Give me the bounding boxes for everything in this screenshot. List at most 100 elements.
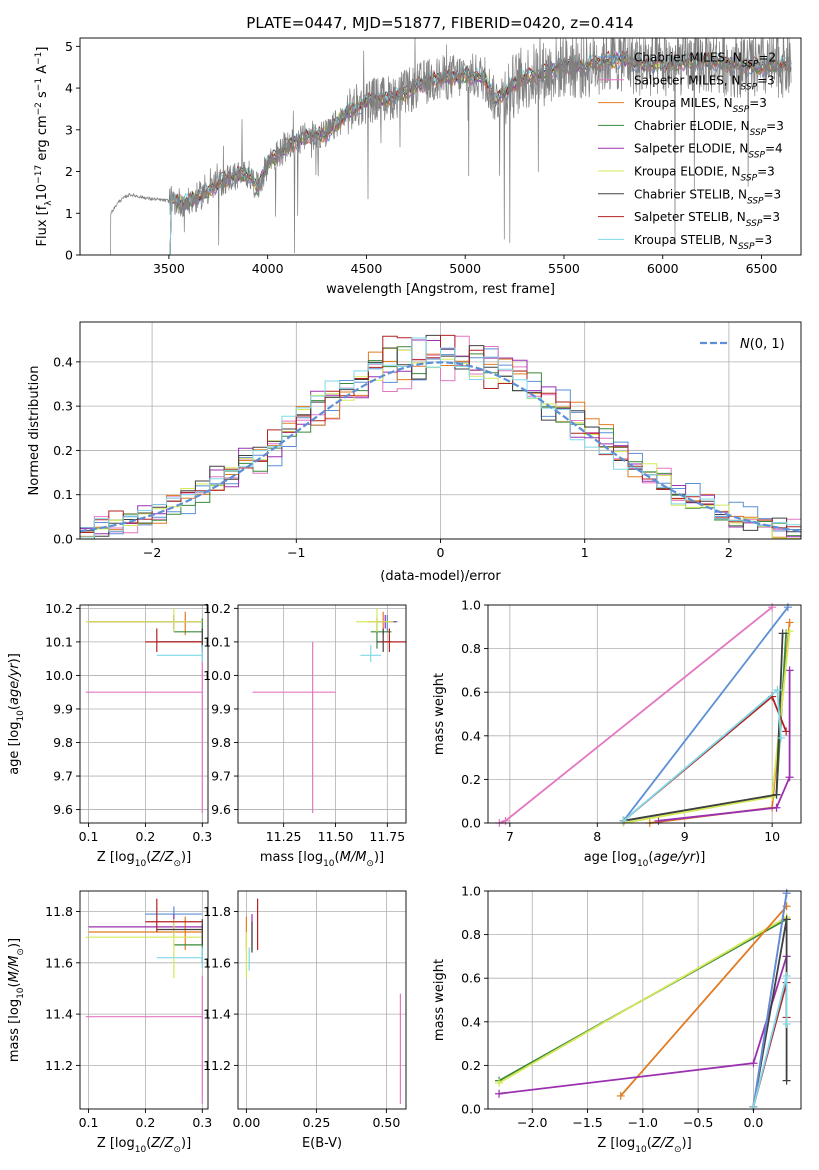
legend-entry: Kroupa MILES, NSSP=3 <box>634 96 767 115</box>
y-tick-label: 0.0 <box>53 532 73 547</box>
y-tick-label: 0.6 <box>461 971 481 986</box>
errorbar-kroupa-elodie <box>85 608 203 632</box>
series-line <box>658 670 791 822</box>
x-tick-label: −1 <box>287 545 305 560</box>
y-tick-label: 1.0 <box>461 598 481 613</box>
legend-entry: Chabrier ELODIE, NSSP=3 <box>634 119 784 138</box>
data-point <box>782 1019 791 1028</box>
series-chabrier-elodie <box>619 629 791 825</box>
y-tick-label: 9.7 <box>211 769 231 784</box>
x-tick-label: −0.5 <box>683 1115 713 1130</box>
errorbar-salpeter-miles <box>85 641 203 813</box>
errorbar-salpeter-stelib <box>381 628 406 652</box>
y-tick-label: 1 <box>65 206 73 221</box>
x-tick-label: 11.25 <box>266 829 302 844</box>
histogram-kroupa-stelib <box>80 337 801 538</box>
weight_vs_Z-panel: −2.0 −1.5 −1.0 −0.5 0.0 0.0 0.2 0.4 0.6 0.8 1.0 Z [… <box>432 884 802 1155</box>
errorbar-salpeter-stelib <box>145 628 203 652</box>
age_vs_Z-axes <box>80 605 208 823</box>
x-tick-label: 4000 <box>252 261 284 276</box>
legend-entry: Salpeter STELIB, NSSP=3 <box>634 210 780 229</box>
x-tick-label: 0.00 <box>232 1115 260 1130</box>
x-axis-label: age [log10(age/yr)] <box>584 850 706 869</box>
weight_vs_age-axes <box>488 604 801 824</box>
series-kroupa-miles <box>616 902 791 1100</box>
spectrum-legend: Chabrier MILES, NSSP=2 Salpeter MILES, NS… <box>598 51 784 252</box>
x-tick-label: 9 <box>681 829 689 844</box>
data-point <box>768 603 777 612</box>
x-tick-label: −1.0 <box>628 1115 658 1130</box>
data-point <box>785 618 794 627</box>
x-tick-label: −2 <box>143 545 161 560</box>
y-axis-label: mass [log10(M/M⊙)] <box>7 938 26 1062</box>
series-chabrier-miles <box>619 603 792 825</box>
y-tick-label: 0.0 <box>461 1102 481 1117</box>
x-tick-label: 0.2 <box>135 1115 155 1130</box>
data-point <box>785 627 794 636</box>
figure-title: PLATE=0447, MJD=51877, FIBERID=0420, z=0… <box>246 14 633 32</box>
y-tick-label: 3 <box>65 122 73 137</box>
y-axis-label: Flux [fλ10−17 erg cm−2 s−1 A−1] <box>34 47 54 247</box>
y-axis-label: mass weight <box>432 673 447 755</box>
y-tick-label: 0.6 <box>461 685 481 700</box>
series-line <box>499 606 773 824</box>
y-tick-label: 0.1 <box>53 487 73 502</box>
y-tick-label: 11.2 <box>45 1058 73 1073</box>
x-axis-label: Z [log10(Z/Z⊙)] <box>97 1136 191 1155</box>
data-point <box>782 915 791 924</box>
series-salpeter-miles <box>495 603 777 827</box>
spectrum-panel: 3500 4000 4500 5000 5500 6000 6500 0 1 2 3 4 5 wavele… <box>34 37 802 297</box>
data-point <box>776 733 785 742</box>
errorbar-chabrier-elodie <box>370 618 392 649</box>
legend-entry: Kroupa ELODIE, NSSP=3 <box>634 165 775 184</box>
x-tick-label: 0.3 <box>192 1115 212 1130</box>
data-point <box>654 816 663 825</box>
y-tick-label: 0.4 <box>53 354 73 369</box>
data-point <box>772 790 781 799</box>
y-tick-label: 0.8 <box>461 927 481 942</box>
errorbar-kroupa-stelib <box>156 947 203 968</box>
y-tick-label: 9.9 <box>211 701 231 716</box>
y-tick-label: 1.0 <box>461 884 481 899</box>
errorbar-kroupa-stelib <box>156 645 203 663</box>
y-tick-label: 10.2 <box>203 601 231 616</box>
y-tick-label: 10.1 <box>203 634 231 649</box>
y-tick-label: 11.8 <box>203 904 231 919</box>
data-point <box>616 1091 625 1100</box>
y-tick-label: 10.0 <box>203 668 231 683</box>
age_vs_mass-frame <box>237 604 407 824</box>
x-tick-label: 0.0 <box>743 1115 763 1130</box>
x-tick-label: 0.25 <box>302 1115 330 1130</box>
x-axis-label: mass [log10(M/M⊙)] <box>260 850 384 869</box>
data-point <box>619 816 628 825</box>
data-point <box>785 773 794 782</box>
x-tick-label: 5500 <box>548 261 580 276</box>
legend-entry: Chabrier STELIB, NSSP=3 <box>634 187 781 206</box>
series-chabrier-miles <box>749 889 791 1111</box>
x-tick-label: 5000 <box>449 261 481 276</box>
x-tick-label: 6000 <box>647 261 679 276</box>
errorbar-kroupa-elodie <box>356 608 394 632</box>
x-axis-label: Z [log10(Z/Z⊙)] <box>597 1136 691 1155</box>
y-tick-label: 9.6 <box>211 802 231 817</box>
y-tick-label: 11.4 <box>45 1007 73 1022</box>
data-point <box>778 629 787 638</box>
x-tick-label: −1.5 <box>572 1115 602 1130</box>
data-point <box>768 792 777 801</box>
data-spectrum-line <box>109 38 792 255</box>
x-tick-label: 0 <box>437 545 445 560</box>
data-point <box>782 972 791 981</box>
y-tick-label: 11.8 <box>45 904 73 919</box>
gaussian-curve <box>79 361 802 533</box>
y-tick-label: 0.2 <box>53 443 73 458</box>
x-tick-label: 0.1 <box>79 829 99 844</box>
mass_vs_ebv-axes <box>238 891 406 1109</box>
y-tick-label: 0.3 <box>53 399 73 414</box>
mass_vs_Z-panel: 0.1 0.2 0.3 11.2 11.4 11.6 11.8 Z [log10(Z/Z⊙)]… <box>7 890 212 1155</box>
legend-entry: Salpeter MILES, NSSP=3 <box>634 73 775 92</box>
x-tick-label: 1 <box>581 545 589 560</box>
series-salpeter-stelib <box>619 692 791 825</box>
data-point <box>782 727 791 736</box>
spectrum-frame <box>79 37 802 256</box>
